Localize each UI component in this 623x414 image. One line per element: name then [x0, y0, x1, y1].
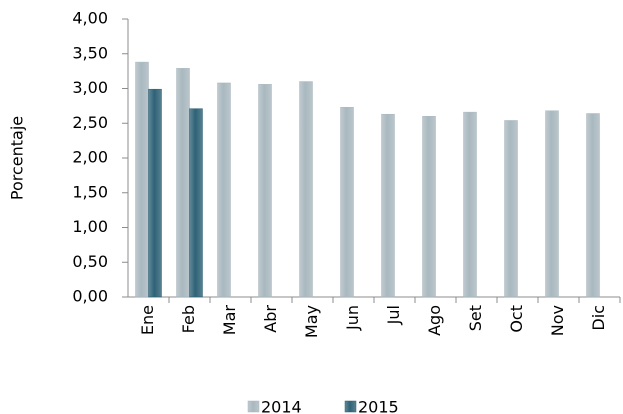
x-tick-label: Set — [466, 305, 485, 331]
bar — [340, 107, 354, 298]
bar — [176, 68, 190, 298]
x-tick-label: Abr — [261, 305, 280, 333]
y-tick-label: 0,00 — [72, 287, 108, 306]
x-tick-label: Ago — [425, 305, 444, 336]
bar — [545, 110, 559, 298]
bar — [299, 81, 313, 298]
bar — [189, 108, 203, 298]
x-tick-label: Mar — [220, 305, 239, 336]
x-tick-label: Dic — [589, 305, 608, 331]
bar — [135, 61, 149, 298]
bar — [463, 111, 477, 298]
y-tick-label: 4,00 — [72, 9, 108, 28]
x-tick-label: Jul — [384, 305, 403, 325]
x-tick-label: Jun — [343, 305, 362, 331]
bar — [422, 116, 436, 298]
y-tick-label: 3,00 — [72, 78, 108, 97]
x-tick-label: Oct — [507, 305, 526, 333]
bar — [148, 88, 162, 298]
bar — [504, 120, 518, 298]
bar — [381, 113, 395, 298]
x-tick-label: Nov — [548, 305, 567, 336]
x-tick-label: Feb — [179, 305, 198, 333]
x-tick-label: Ene — [138, 305, 157, 335]
legend-swatch — [247, 400, 260, 413]
y-tick-label: 3,50 — [72, 43, 108, 62]
y-axis-title: Porcentaje — [8, 116, 27, 200]
bar — [586, 113, 600, 298]
y-tick-label: 1,00 — [72, 217, 108, 236]
bar — [258, 84, 272, 298]
legend-label: 2015 — [358, 398, 399, 414]
y-tick-label: 0,50 — [72, 252, 108, 271]
legend-swatch — [344, 400, 357, 413]
x-tick-label: May — [302, 305, 321, 338]
y-tick-label: 2,50 — [72, 113, 108, 132]
y-tick-label: 2,00 — [72, 148, 108, 167]
y-tick-label: 1,50 — [72, 182, 108, 201]
bar — [217, 82, 231, 298]
legend-label: 2014 — [261, 398, 302, 414]
